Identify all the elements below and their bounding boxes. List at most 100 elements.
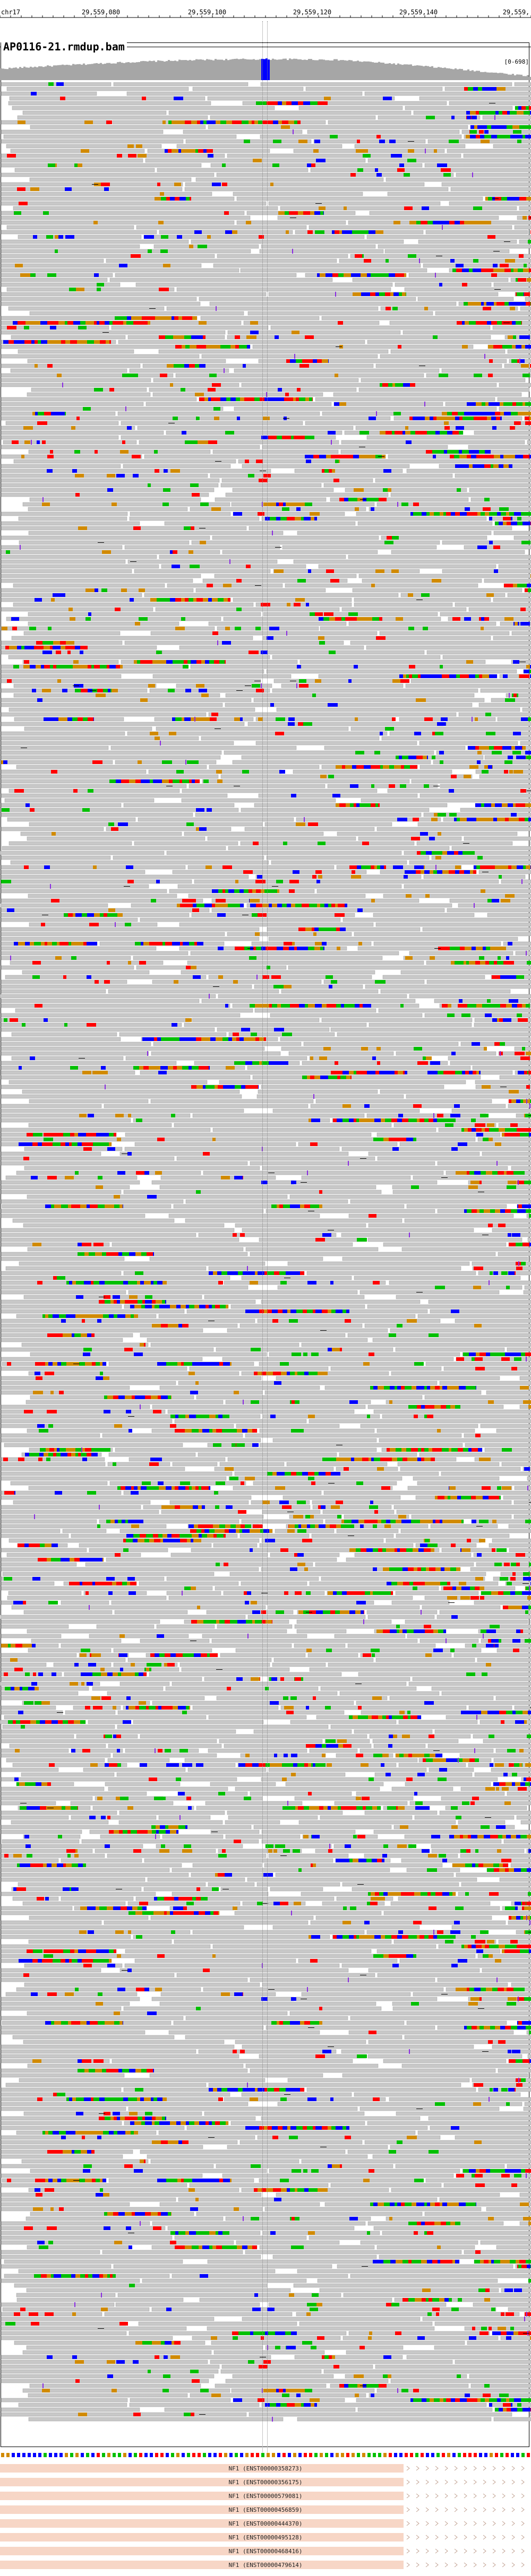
mismatch: [64, 1023, 67, 1027]
mismatch: [414, 1415, 418, 1418]
read: [341, 607, 467, 612]
mismatch: [185, 598, 189, 602]
mismatch: [468, 1128, 472, 1132]
read: [1, 1376, 262, 1381]
mismatch: [66, 1314, 72, 1318]
mismatch: [100, 913, 104, 917]
mismatch: [354, 1118, 356, 1122]
coverage-bar: [342, 60, 344, 80]
mismatch: [72, 717, 78, 721]
mismatch: [104, 913, 107, 917]
coverage-bar: [30, 66, 32, 80]
read: [354, 1276, 521, 1280]
mismatch: [305, 927, 309, 931]
mismatch: [374, 1118, 381, 1122]
mismatch: [499, 1496, 501, 1499]
read: [1, 1471, 233, 1476]
mismatch: [30, 942, 34, 946]
mismatch: [76, 417, 80, 420]
mismatch: [505, 1209, 511, 1213]
mismatch: [71, 942, 77, 946]
read: [167, 1409, 355, 1414]
read: [487, 913, 531, 917]
mismatch: [410, 383, 412, 387]
read: [1, 793, 228, 798]
mismatch: [156, 650, 166, 654]
mismatch: [519, 818, 525, 821]
mismatch: [190, 565, 200, 568]
insertion-marker: [425, 149, 426, 153]
mismatch: [168, 1324, 173, 1328]
mismatch: [447, 1013, 455, 1017]
coverage-bar: [49, 66, 51, 80]
mismatch: [139, 588, 145, 592]
mismatch: [100, 665, 107, 669]
coverage-track[interactable]: [0, 56, 531, 80]
read: [1, 426, 135, 430]
mismatch: [228, 1037, 232, 1041]
mismatch: [170, 550, 175, 554]
mismatch: [507, 111, 510, 115]
mismatch: [172, 1023, 177, 1027]
mismatch: [282, 120, 288, 124]
mismatch: [48, 163, 55, 167]
read: [261, 1299, 421, 1304]
mismatch: [371, 899, 375, 903]
read: [296, 1180, 438, 1185]
read: [8, 1080, 208, 1085]
mismatch: [489, 87, 492, 91]
read: [123, 1190, 382, 1194]
mismatch: [510, 1123, 518, 1127]
mismatch: [195, 1486, 199, 1490]
mismatch: [361, 1047, 368, 1051]
mismatch: [44, 646, 50, 649]
mismatch: [434, 1405, 441, 1409]
mismatch: [469, 268, 473, 272]
coverage-bar: [59, 65, 62, 80]
read: [259, 249, 384, 254]
read: [227, 153, 461, 158]
mismatch: [214, 417, 219, 420]
mismatch: [277, 904, 282, 907]
mismatch: [406, 894, 412, 898]
mismatch: [148, 249, 152, 253]
read: [435, 311, 531, 316]
mismatch: [440, 1386, 442, 1390]
track-title[interactable]: AP0116-21.rmdup.bam: [1, 40, 127, 53]
mismatch: [451, 1071, 455, 1074]
mismatch: [122, 1582, 127, 1585]
mismatch: [131, 1491, 139, 1495]
mismatch: [304, 517, 311, 521]
mismatch: [46, 1458, 50, 1461]
mismatch: [342, 803, 346, 807]
mismatch: [401, 1386, 405, 1390]
mismatch: [220, 345, 225, 349]
mismatch: [88, 717, 93, 721]
mismatch: [216, 899, 226, 903]
track-header[interactable]: AP0116-21.rmdup.bam: [0, 36, 531, 53]
mismatch: [143, 1066, 149, 1070]
mismatch: [37, 698, 42, 702]
mismatch: [227, 1271, 234, 1275]
coverage-bar: [316, 60, 319, 80]
read: [507, 1347, 531, 1352]
mismatch: [433, 335, 438, 339]
mismatch: [175, 149, 178, 153]
coverage-bar: [293, 58, 295, 80]
mismatch: [484, 1591, 491, 1595]
read: [8, 1591, 82, 1595]
coverage-bar: [144, 61, 147, 80]
mismatch: [47, 942, 52, 946]
mismatch: [109, 1314, 114, 1318]
mismatch: [480, 135, 484, 138]
mismatch: [202, 1505, 203, 1509]
mismatch: [499, 522, 503, 525]
mismatch: [25, 942, 30, 946]
mismatch: [306, 603, 309, 606]
alignment-reads[interactable]: [0, 82, 531, 2449]
read: [417, 1481, 531, 1486]
mismatch: [472, 1209, 477, 1213]
mismatch: [137, 1281, 140, 1285]
mismatch: [528, 512, 531, 516]
mismatch: [128, 1520, 131, 1523]
